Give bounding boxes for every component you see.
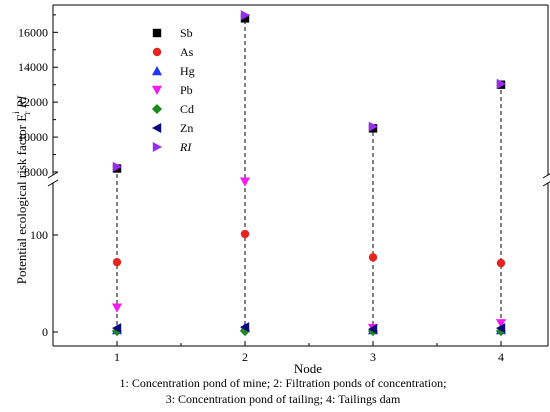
y-tick-label: 12000 — [18, 95, 48, 109]
caption-line-1: 1: Concentration pond of mine; 2: Filtra… — [120, 376, 447, 390]
marker-zn-node-2 — [239, 322, 250, 333]
y-axis-label: Potential ecological risk factor Eir RI — [11, 95, 32, 284]
node-dashed-lines — [116, 15, 502, 332]
marker-as-node-4 — [496, 258, 506, 268]
legend-label-sb: Sb — [180, 26, 193, 40]
marker-ri-node-2 — [240, 10, 251, 21]
axis-break-left-1 — [47, 171, 59, 179]
marker-as-node-2 — [240, 229, 250, 239]
marker-pb-node-2 — [239, 177, 251, 187]
legend-label-as: As — [180, 45, 194, 59]
marker-zn-node-3 — [367, 324, 378, 335]
x-tick-label: 3 — [370, 350, 376, 364]
data-markers — [111, 10, 507, 337]
legend-marker-hg — [151, 65, 163, 76]
y-tick-label: 0 — [42, 325, 48, 339]
marker-pb-node-1 — [111, 303, 123, 313]
caption-line-2: 3: Concentration pond of tailing; 4: Tai… — [166, 392, 401, 406]
marker-ri-node-1 — [112, 161, 123, 172]
marker-zn-node-4 — [495, 323, 506, 334]
y-tick-label: 16000 — [18, 25, 48, 39]
legend-marker-cd — [151, 103, 163, 115]
axis-break-right-2 — [542, 181, 550, 187]
legend-marker-pb — [151, 85, 163, 96]
x-tick-label: 4 — [498, 350, 504, 364]
marker-ri-node-3 — [368, 121, 379, 132]
legend-label-ri: RI — [179, 140, 192, 154]
marker-sb-node-2 — [240, 14, 250, 23]
marker-pb-node-4 — [495, 319, 507, 329]
legend-marker-zn — [151, 122, 162, 134]
y-tick-label: 14000 — [18, 60, 48, 74]
marker-ri-node-4 — [496, 78, 507, 89]
x-axis-label: Node — [294, 361, 322, 376]
axes: 0 100 8000 10000 12000 14000 16000 1 2 3 4 — [18, 4, 550, 364]
marker-as-node-3 — [368, 253, 378, 262]
y-tick-label: 100 — [30, 228, 48, 242]
legend-label-cd: Cd — [180, 102, 194, 116]
y-tick-label: 8000 — [24, 165, 48, 179]
legend-label-hg: Hg — [180, 64, 195, 78]
axis-break-left-2 — [47, 179, 59, 187]
legend-marker-as — [152, 47, 162, 57]
legend-marker-sb — [152, 28, 162, 38]
legend-label-pb: Pb — [180, 83, 193, 97]
y-tick-label: 10000 — [18, 130, 48, 144]
legend-marker-ri — [152, 141, 163, 153]
x-tick-label: 1 — [114, 350, 120, 364]
legend-label-zn: Zn — [180, 121, 193, 135]
marker-zn-node-1 — [111, 323, 122, 334]
x-tick-label: 2 — [242, 350, 248, 364]
legend: Sb As Hg Pb Cd Zn RI — [151, 26, 195, 154]
marker-as-node-1 — [112, 257, 122, 267]
axis-break-right-1 — [542, 173, 550, 179]
